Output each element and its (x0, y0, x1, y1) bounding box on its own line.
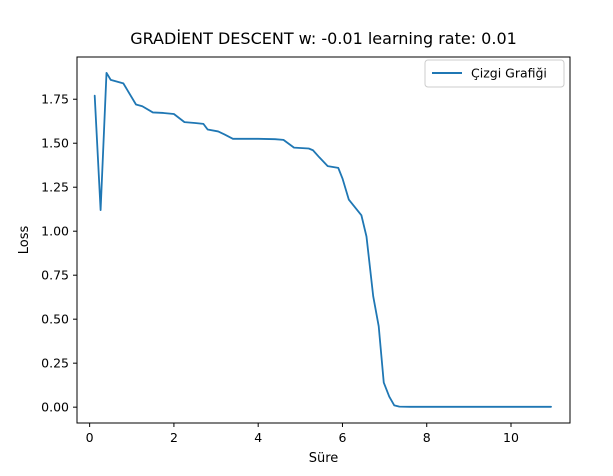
y-tick-label: 0.25 (41, 356, 69, 371)
x-tick-label: 6 (338, 430, 346, 445)
y-axis-label: Loss (17, 226, 32, 255)
y-tick-label: 1.25 (41, 180, 69, 195)
y-tick-label: 0.50 (41, 312, 69, 327)
plot-background (77, 57, 570, 423)
y-tick-label: 1.75 (41, 92, 69, 107)
chart-title: GRADİENT DESCENT w: -0.01 learning rate:… (130, 29, 517, 48)
legend-label: Çizgi Grafiği (471, 66, 547, 81)
y-tick-label: 0.00 (41, 400, 69, 415)
x-tick-label: 8 (423, 430, 431, 445)
x-tick-label: 4 (254, 430, 262, 445)
y-tick-label: 1.00 (41, 224, 69, 239)
x-tick-label: 2 (170, 430, 178, 445)
y-tick-label: 0.75 (41, 268, 69, 283)
x-axis-label: Süre (309, 451, 339, 466)
y-axis: 0.00 0.25 0.50 0.75 1.00 1.25 1.50 1.75 (41, 92, 77, 415)
x-axis: 0 2 4 6 8 10 (86, 423, 519, 445)
series-line-0 (93, 71, 552, 408)
x-tick-label: 10 (503, 430, 519, 445)
legend-box (424, 59, 565, 88)
y-tick-label: 1.50 (41, 136, 69, 151)
x-tick-label: 0 (86, 430, 94, 445)
legend: Çizgi Grafiği (424, 59, 565, 88)
plot-area (76, 56, 571, 424)
series-layer (93, 71, 552, 408)
plot-frame (76, 56, 571, 424)
